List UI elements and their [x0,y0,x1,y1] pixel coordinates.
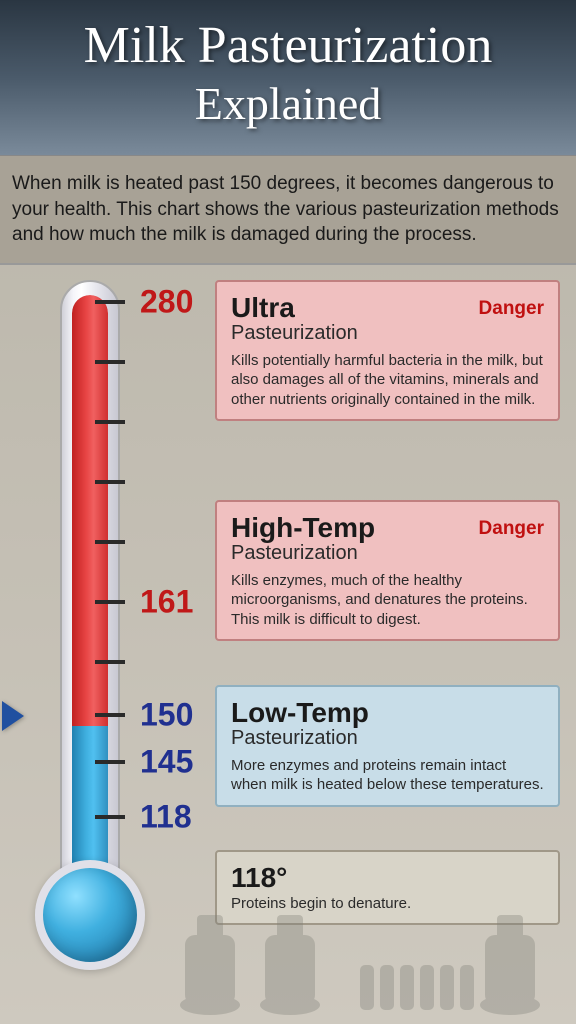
info-box-title: High-Temp [231,512,375,544]
info-box: 118°Proteins begin to denature. [215,850,560,926]
danger-badge: Danger [479,518,544,540]
info-box-title: Ultra [231,292,295,324]
info-box-body: Kills enzymes, much of the healthy micro… [231,571,544,630]
main-diagram: 280161150145118 UltraDangerPasteurizatio… [0,265,576,1015]
info-box: High-Temp DangerPasteurization Kills enzym… [215,500,560,642]
thermometer [30,270,150,1010]
danger-badge: Danger [479,298,544,320]
info-box-title: Low-Temp [231,697,369,729]
tick-label: 161 [140,583,193,620]
thermometer-bulb [35,860,145,970]
info-box-body: Kills potentially harmful bacteria in th… [231,351,544,410]
info-box-body: More enzymes and proteins remain intact … [231,756,544,795]
info-box-body: Proteins begin to denature. [231,894,544,914]
tick-mark [95,760,125,764]
header: Milk Pasteurization Explained [0,0,576,155]
tick-mark [95,815,125,819]
tick-mark [95,300,125,304]
page-title: Milk Pasteurization [10,20,566,72]
tick-mark [95,713,125,717]
tick-mark [95,360,125,364]
tick-label: 150 [140,696,193,733]
info-box-subtitle: Pasteurization [231,322,544,345]
info-box: Ultra DangerPasteurization Kills potential… [215,280,560,422]
threshold-arrow-icon [2,701,24,731]
info-box-title: 118° [231,862,287,894]
info-box-subtitle: Pasteurization [231,727,544,750]
tick-mark [95,660,125,664]
info-box-subtitle: Pasteurization [231,542,544,565]
thermometer-tube [72,295,108,885]
tick-mark [95,540,125,544]
page-subtitle: Explained [10,77,566,130]
tick-mark [95,600,125,604]
tick-label: 280 [140,283,193,320]
tick-label: 118 [140,798,192,835]
tick-mark [95,480,125,484]
info-box: Low-TempPasteurization More enzymes and p… [215,685,560,807]
tick-mark [95,420,125,424]
intro-text: When milk is heated past 150 degrees, it… [0,155,576,265]
tick-label: 145 [140,743,193,780]
